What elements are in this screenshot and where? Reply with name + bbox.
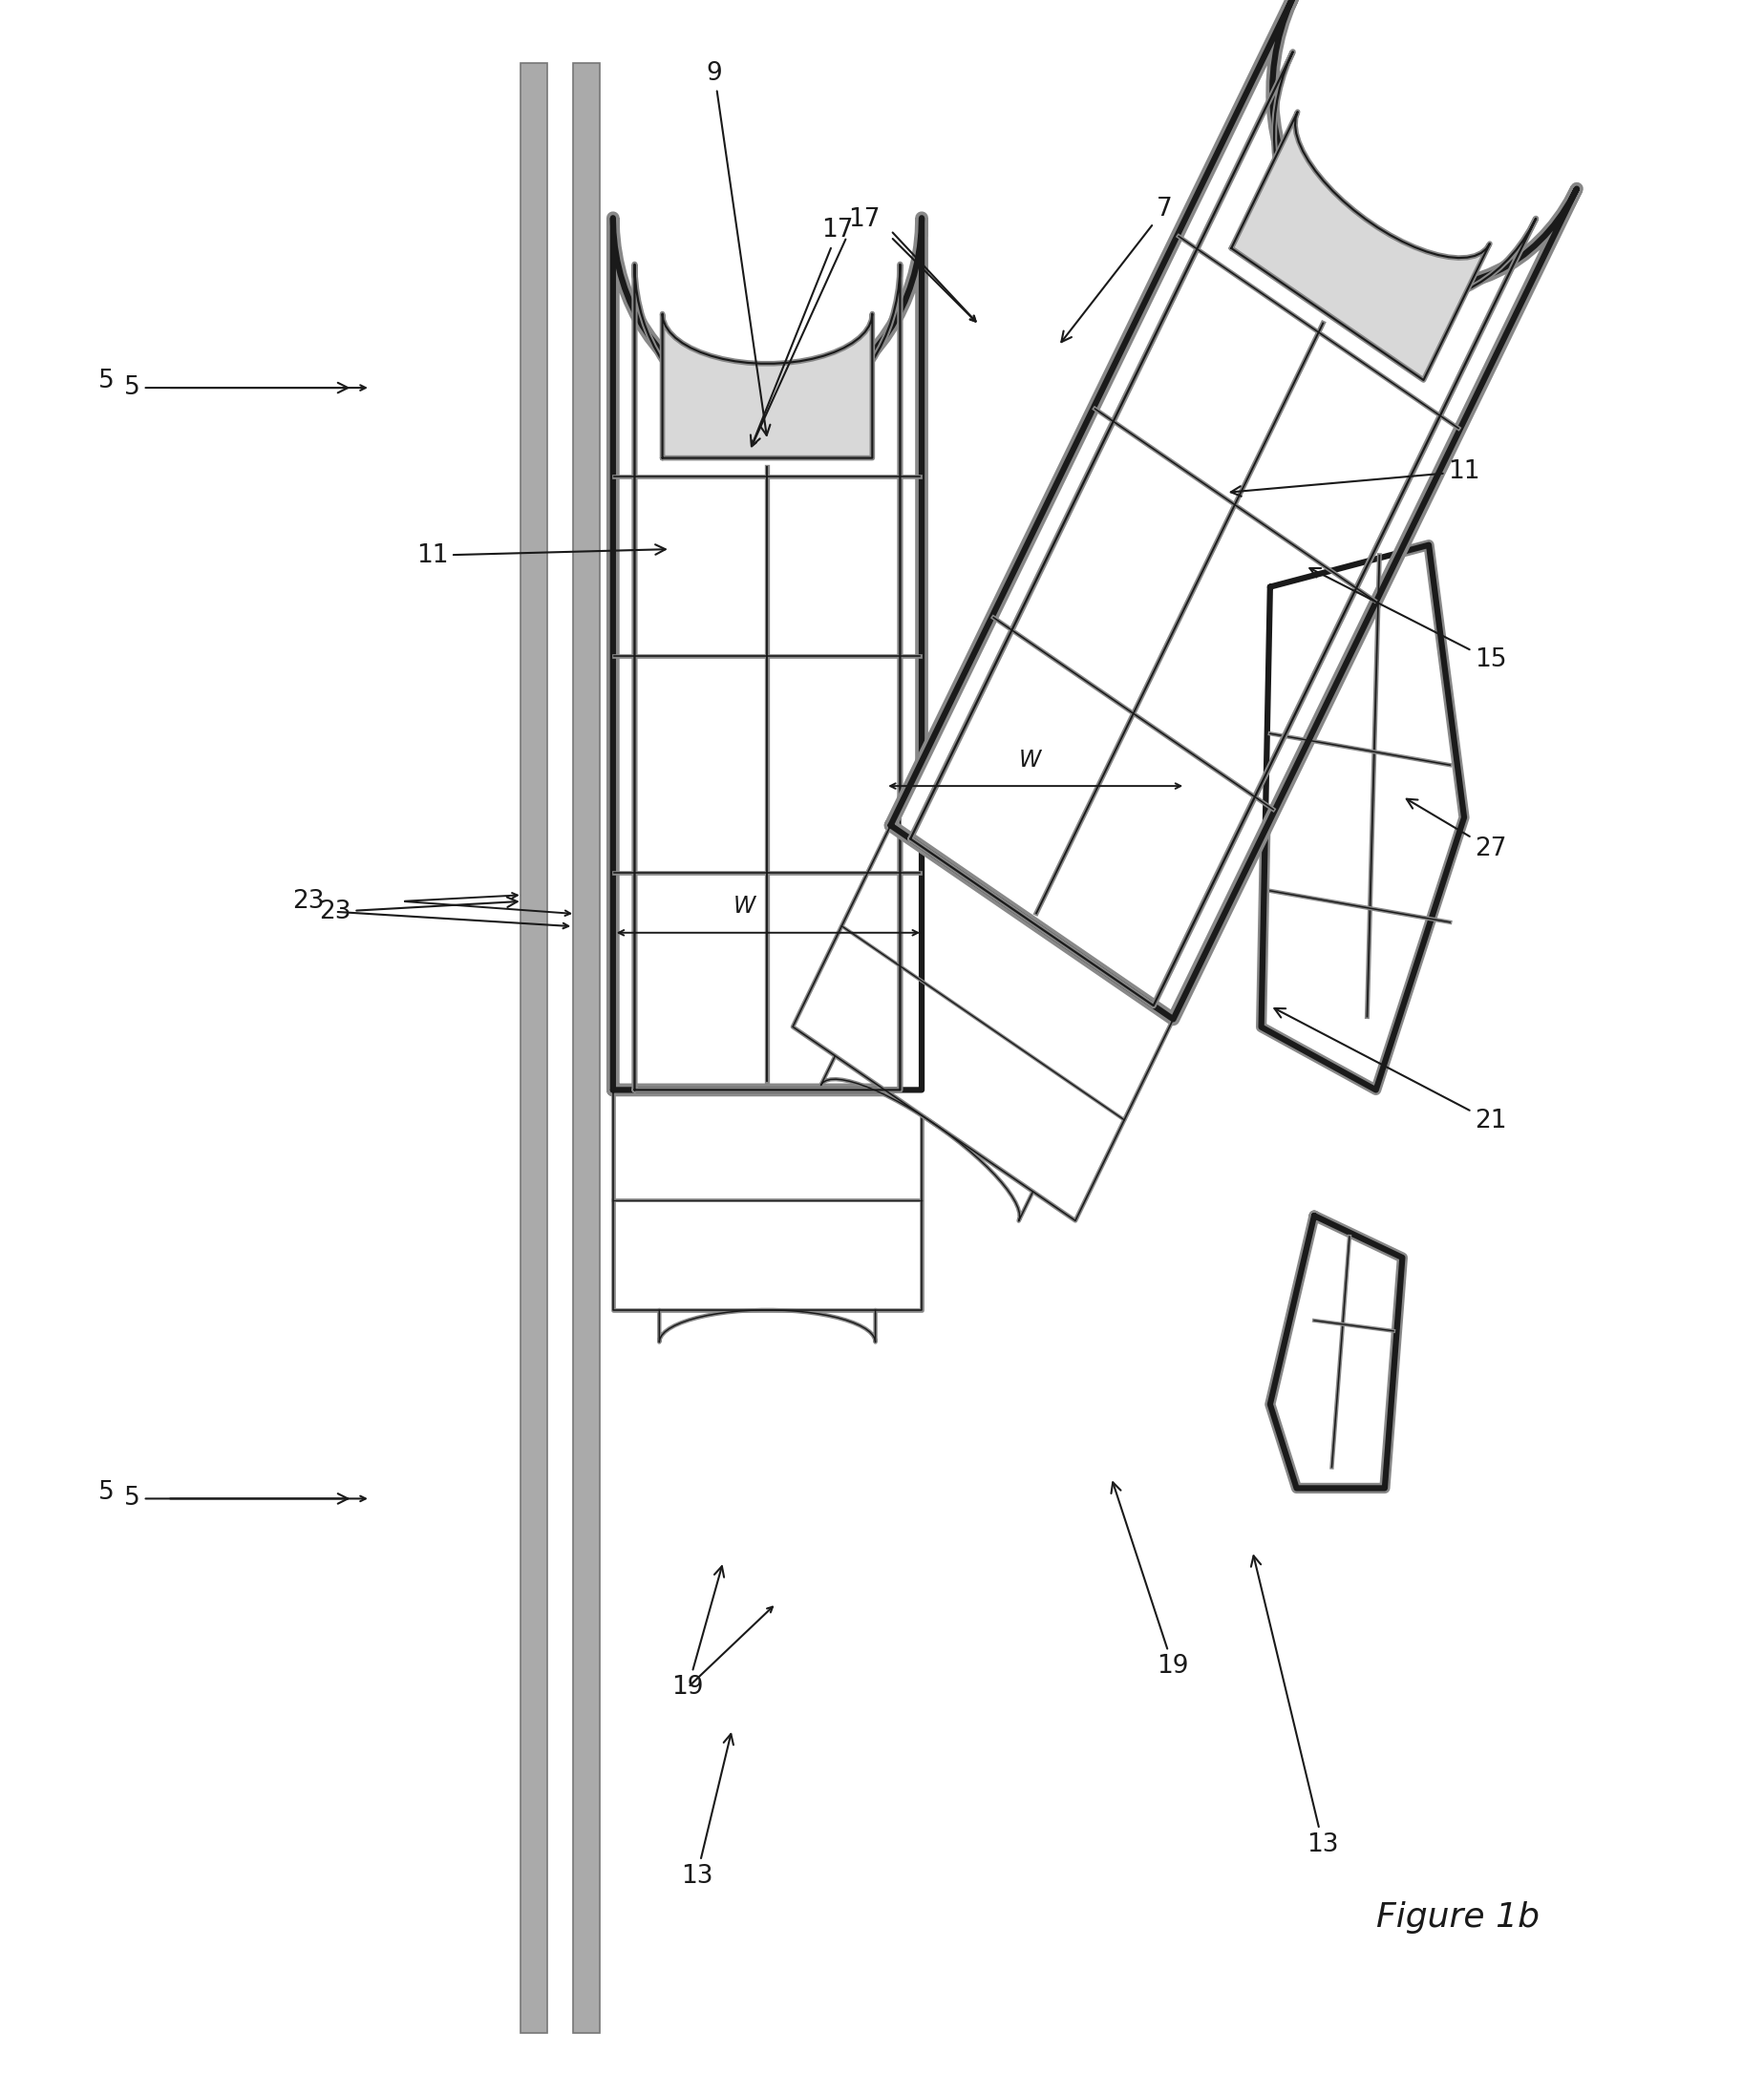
Text: 15: 15 — [1309, 568, 1506, 673]
Polygon shape — [891, 0, 1577, 1019]
Text: W: W — [1020, 748, 1041, 771]
Polygon shape — [614, 218, 921, 1090]
Text: 23: 23 — [319, 897, 517, 924]
Text: 5: 5 — [97, 1480, 115, 1505]
Text: 13: 13 — [1251, 1555, 1339, 1857]
Text: W: W — [734, 895, 755, 918]
Text: Figure 1b: Figure 1b — [1376, 1901, 1540, 1935]
Polygon shape — [1231, 111, 1491, 379]
Text: 5: 5 — [123, 375, 348, 400]
Text: 11: 11 — [1231, 459, 1480, 497]
Bar — [520, 63, 547, 2033]
Text: 9: 9 — [706, 61, 771, 436]
Bar — [573, 63, 600, 2033]
Text: 27: 27 — [1406, 799, 1506, 861]
Polygon shape — [1270, 1216, 1402, 1488]
Text: 19: 19 — [672, 1566, 723, 1700]
Polygon shape — [663, 314, 871, 457]
Text: 19: 19 — [1111, 1482, 1189, 1679]
Text: 21: 21 — [1274, 1008, 1506, 1134]
Text: 11: 11 — [416, 543, 665, 568]
Text: 13: 13 — [681, 1733, 734, 1888]
Text: 7: 7 — [1062, 197, 1173, 342]
Text: 17: 17 — [751, 218, 854, 446]
Polygon shape — [792, 826, 1173, 1220]
Polygon shape — [1261, 545, 1464, 1090]
Text: 5: 5 — [123, 1486, 348, 1511]
Text: 5: 5 — [97, 369, 115, 394]
Text: 23: 23 — [293, 889, 325, 914]
Polygon shape — [614, 1090, 921, 1310]
Text: 17: 17 — [848, 208, 880, 233]
